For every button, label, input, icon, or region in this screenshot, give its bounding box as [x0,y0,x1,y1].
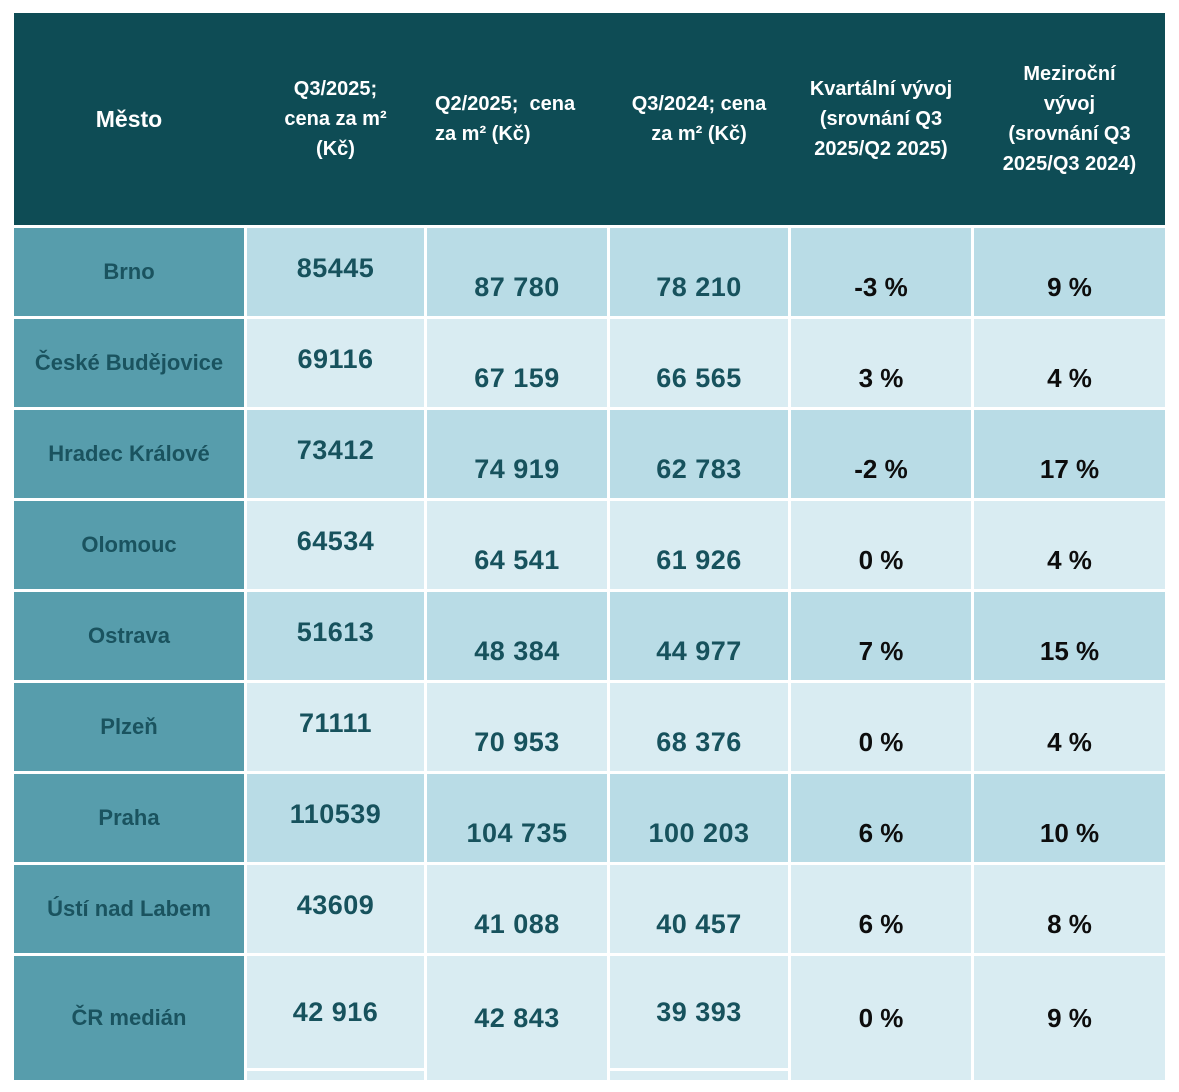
price-cell: 61 926 [610,501,788,589]
table-row-olomouc: Olomouc 64534 64 541 61 926 0 % 4 % [14,501,1165,589]
percent-cell: 15 % [974,592,1165,680]
partial-next-cell [247,1071,424,1080]
percent-cell: 9 % [974,228,1165,316]
price-cell: 87 780 [427,228,607,316]
percent-cell: 4 % [974,319,1165,407]
price-cell: 48 384 [427,592,607,680]
table-row-usti-nad-labem: Ústí nad Labem 43609 41 088 40 457 6 % 8… [14,865,1165,953]
price-cell: 41 088 [427,865,607,953]
percent-cell: 6 % [791,865,971,953]
percent-cell: -3 % [791,228,971,316]
price-cell: 70 953 [427,683,607,771]
header-cell-city: Město [95,106,163,132]
price-cell: 74 919 [427,410,607,498]
percent-cell: 17 % [974,410,1165,498]
table-row-ostrava: Ostrava 51613 48 384 44 977 7 % 15 % [14,592,1165,680]
price-cell: 64 541 [427,501,607,589]
percent-cell: 4 % [974,501,1165,589]
city-cell: ČR medián [14,956,244,1080]
price-cell: 100 203 [610,774,788,862]
percent-cell: 0 % [791,956,971,1080]
percent-cell: 6 % [791,774,971,862]
percent-cell: 0 % [791,501,971,589]
price-cell: 104 735 [427,774,607,862]
percent-cell: 8 % [974,865,1165,953]
price-cell: 39 393 [610,956,788,1068]
price-cell: 71111 [247,683,424,771]
price-cell-stack: 42 916 [247,956,424,1080]
table-row-hradec-kralove: Hradec Králové 73412 74 919 62 783 -2 % … [14,410,1165,498]
percent-cell: 3 % [791,319,971,407]
city-cell: Ústí nad Labem [14,865,244,953]
city-cell: Olomouc [14,501,244,589]
city-cell: Ostrava [14,592,244,680]
percent-cell: 9 % [974,956,1165,1080]
price-cell: 78 210 [610,228,788,316]
header-cell-q2-2025: Q2/2025; cena za m² (Kč) [435,93,576,145]
table-row-brno: Brno 85445 87 780 78 210 -3 % 9 % [14,228,1165,316]
header-cell-yearly-change: Meziroční vývoj (srovnání Q3 2025/Q3 202… [1002,63,1137,175]
percent-cell: 0 % [791,683,971,771]
price-cell: 64534 [247,501,424,589]
percent-cell: 4 % [974,683,1165,771]
table-row-ceske-budejovice: České Budějovice 69116 67 159 66 565 3 %… [14,319,1165,407]
partial-next-cell [610,1071,788,1080]
percent-cell: 7 % [791,592,971,680]
price-cell: 85445 [247,228,424,316]
header-cell-q3-2025: Q3/2025; cena za m² (Kč) [284,78,387,160]
price-cell: 40 457 [610,865,788,953]
price-cell: 51613 [247,592,424,680]
price-cell: 69116 [247,319,424,407]
city-cell: Plzeň [14,683,244,771]
price-cell-stack: 39 393 [610,956,788,1080]
price-cell: 42 916 [247,956,424,1068]
city-cell: České Budějovice [14,319,244,407]
price-cell: 62 783 [610,410,788,498]
city-cell: Hradec Králové [14,410,244,498]
price-cell: 42 843 [427,956,607,1080]
table-body: Brno 85445 87 780 78 210 -3 % 9 % České … [14,228,1165,1080]
table-row-praha: Praha 110539 104 735 100 203 6 % 10 % [14,774,1165,862]
table-header: Město Q3/2025; cena za m² (Kč) Q2/2025; … [14,13,1165,225]
header-cell-quarterly-change: Kvartální vývoj (srovnání Q3 2025/Q2 202… [809,78,953,160]
city-cell: Brno [14,228,244,316]
city-cell: Praha [14,774,244,862]
price-table: Město Q3/2025; cena za m² (Kč) Q2/2025; … [14,13,1165,1080]
percent-cell: -2 % [791,410,971,498]
price-cell: 43609 [247,865,424,953]
price-cell: 73412 [247,410,424,498]
price-cell: 68 376 [610,683,788,771]
table-row-cr-median: ČR medián 42 916 42 843 39 393 0 % 9 % [14,956,1165,1080]
percent-cell: 10 % [974,774,1165,862]
price-cell: 67 159 [427,319,607,407]
price-cell: 110539 [247,774,424,862]
price-cell: 44 977 [610,592,788,680]
table-row-plzen: Plzeň 71111 70 953 68 376 0 % 4 % [14,683,1165,771]
header-cell-q3-2024: Q3/2024; cena za m² (Kč) [631,93,767,145]
price-cell: 66 565 [610,319,788,407]
